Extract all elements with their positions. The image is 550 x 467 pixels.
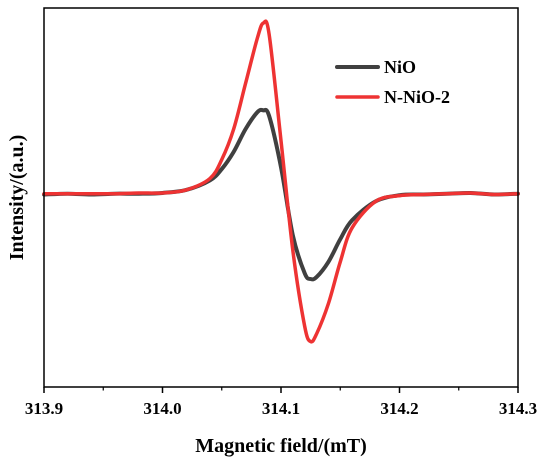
x-tick-label: 314.3 (499, 399, 537, 418)
x-tick-label: 313.9 (25, 399, 63, 418)
legend-label: NiO (384, 57, 416, 77)
legend: NiO N-NiO-2 (335, 57, 450, 107)
series-line-n-nio-2 (42, 19, 520, 344)
series-layer (42, 19, 520, 344)
legend-label: N-NiO-2 (384, 87, 450, 107)
x-tick-label: 314.2 (380, 399, 418, 418)
x-tick-label: 314.1 (262, 399, 300, 418)
x-ticks: 313.9 314.0 314.1 314.2 314.3 (25, 387, 537, 418)
y-axis-label: Intensity/(a.u.) (6, 135, 28, 261)
x-tick-label: 314.0 (143, 399, 181, 418)
x-axis-label: Magnetic field/(mT) (195, 435, 367, 457)
